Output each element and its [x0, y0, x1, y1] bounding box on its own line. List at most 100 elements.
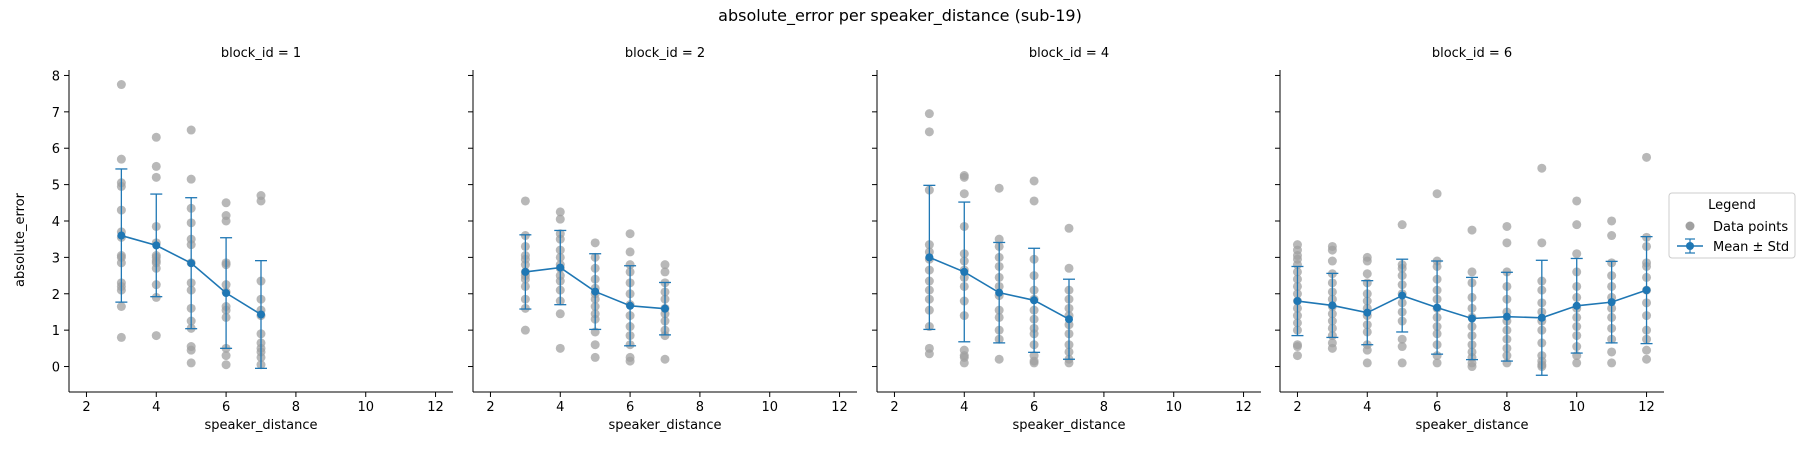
data-point: [1397, 334, 1407, 344]
x-tick-label: 10: [1568, 400, 1585, 415]
data-point: [924, 127, 934, 137]
data-point: [1397, 342, 1407, 352]
data-point: [625, 260, 635, 270]
data-point: [1397, 220, 1407, 230]
data-point: [221, 216, 231, 226]
legend-box: [1668, 192, 1796, 259]
data-point: [660, 331, 670, 341]
legend-title: Legend: [1708, 198, 1756, 213]
legend: Legend Data points Mean ± Std: [1668, 192, 1796, 259]
data-point: [1537, 238, 1547, 248]
legend-points-label: Data points: [1713, 220, 1788, 235]
data-point: [1292, 342, 1302, 352]
data-point: [186, 358, 196, 368]
y-tick-label: 5: [52, 179, 60, 194]
x-tick-label: 2: [486, 400, 494, 415]
data-point: [151, 292, 161, 302]
mean-point: [1030, 296, 1039, 305]
legend-mean-label: Mean ± Std: [1713, 240, 1789, 255]
y-tick-label: 6: [52, 142, 60, 157]
data-point: [1572, 196, 1582, 206]
mean-point: [1642, 286, 1651, 295]
data-point: [1642, 152, 1652, 162]
x-tick-label: 4: [152, 400, 160, 415]
x-tick-label: 10: [761, 400, 778, 415]
mean-point: [1537, 313, 1546, 322]
figure-title: absolute_error per speaker_distance (sub…: [718, 6, 1082, 26]
x-tick-label: 4: [1363, 400, 1371, 415]
legend-points-marker: [1685, 221, 1695, 231]
data-point: [1064, 223, 1074, 233]
data-point: [256, 196, 266, 206]
y-axis-label: absolute_error: [13, 192, 28, 287]
data-point: [1642, 354, 1652, 364]
data-point: [1467, 267, 1477, 277]
data-point: [924, 109, 934, 119]
mean-point: [1065, 315, 1073, 324]
data-point: [1397, 358, 1407, 368]
mean-point: [152, 241, 161, 250]
mean-point: [117, 231, 126, 240]
x-tick-label: 8: [1100, 400, 1108, 415]
mean-point: [187, 259, 196, 268]
y-tick-label: 7: [52, 106, 60, 121]
mean-point: [1607, 298, 1616, 307]
mean-point: [626, 301, 635, 310]
x-tick-label: 2: [890, 400, 898, 415]
data-point: [1432, 189, 1442, 199]
data-point: [221, 198, 231, 208]
data-point: [1432, 351, 1442, 361]
data-point: [186, 125, 196, 135]
data-point: [1607, 358, 1617, 368]
y-tick-label: 8: [52, 69, 60, 84]
data-point: [555, 343, 565, 353]
legend-mean-marker: [1677, 238, 1703, 254]
subplot-2: block_id = 2 speaker_distance 2 4 6 8 10 12: [468, 46, 857, 433]
data-point: [660, 260, 670, 270]
mean-point: [257, 310, 265, 319]
x-axis-label: speaker_distance: [609, 418, 722, 433]
data-point: [590, 340, 600, 350]
data-point: [1467, 225, 1477, 235]
data-point: [1064, 263, 1074, 273]
y-tick-label: 3: [52, 251, 60, 266]
x-tick-label: 8: [696, 400, 704, 415]
data-point: [1537, 163, 1547, 173]
x-axis-label: speaker_distance: [1013, 418, 1126, 433]
mean-point: [661, 304, 669, 313]
data-point: [1642, 345, 1652, 355]
x-tick-label: 8: [1503, 400, 1511, 415]
x-tick-label: 12: [831, 400, 848, 415]
y-tick-label: 4: [52, 215, 60, 230]
subplot-3: block_id = 4 speaker_distance 2 4 6 8 10 12: [872, 46, 1261, 433]
y-tick-label: 2: [52, 288, 60, 303]
data-point: [116, 154, 126, 164]
data-point: [1467, 362, 1477, 372]
mean-point: [1328, 301, 1337, 310]
data-point: [221, 360, 231, 370]
data-point: [660, 267, 670, 277]
x-tick-label: 4: [960, 400, 968, 415]
subplot-title: block_id = 6: [1432, 46, 1512, 61]
data-point: [151, 132, 161, 142]
mean-point: [995, 288, 1004, 297]
subplot-title: block_id = 4: [1029, 46, 1109, 61]
data-point: [1362, 345, 1372, 355]
data-point: [186, 345, 196, 355]
data-point: [520, 325, 530, 335]
data-point: [590, 352, 600, 362]
data-point: [1432, 358, 1442, 368]
data-point: [1362, 256, 1372, 266]
y-tick-label: 0: [52, 361, 60, 376]
data-point: [1572, 358, 1582, 368]
data-point: [590, 238, 600, 248]
data-point: [994, 183, 1004, 193]
mean-point: [1502, 312, 1511, 321]
data-point: [151, 161, 161, 171]
data-point: [660, 354, 670, 364]
data-point: [151, 172, 161, 182]
data-point: [1502, 238, 1512, 248]
data-point: [625, 247, 635, 257]
x-tick-label: 10: [1165, 400, 1182, 415]
